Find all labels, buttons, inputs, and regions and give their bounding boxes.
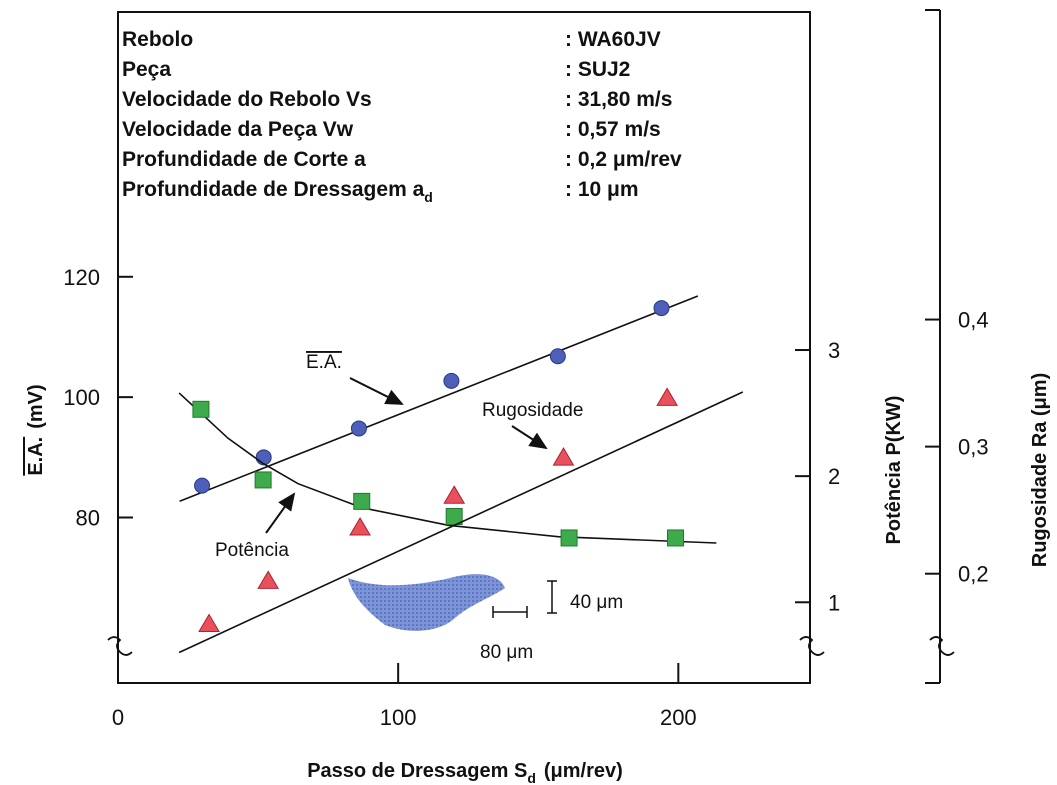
data-point [255, 449, 272, 466]
info-value: : 0,57 m/s [565, 118, 661, 141]
info-label-text: Velocidade do Rebolo Vs [122, 88, 372, 111]
x-tick-label: 100 [380, 705, 417, 730]
info-label-text: Profundidade de Dressagem a [122, 178, 425, 201]
y-axis-label: E.A. (mV) [25, 384, 47, 475]
data-point [192, 400, 210, 418]
data-point [560, 529, 578, 547]
info-label: Profundidade de Dressagem ad [122, 178, 433, 205]
y-tick-label: 80 [76, 506, 100, 531]
x-axis-label-main: Passo de Dressagem S [307, 760, 527, 782]
data-point [257, 570, 280, 589]
data-point [350, 420, 367, 437]
fit-line [178, 391, 744, 654]
series-annotation: E.A. [306, 352, 342, 373]
y-axis-label-main: E.A. [25, 437, 47, 476]
info-label-text: Rebolo [122, 28, 193, 51]
info-label: Rebolo [122, 28, 193, 51]
data-point [549, 348, 566, 365]
x-axis-label-sub: d [527, 770, 536, 785]
data-point [656, 387, 678, 406]
y-tick-label: 0,2 [958, 562, 989, 587]
data-point [194, 477, 211, 494]
data-point [653, 300, 670, 317]
data-point [353, 492, 371, 510]
plot-frame [117, 11, 811, 684]
info-label-text: Velocidade da Peça Vw [122, 118, 354, 141]
axis-breaks [107, 636, 955, 656]
data-point [667, 529, 685, 547]
info-label-text: Peça [122, 58, 171, 81]
data-point [552, 447, 575, 466]
data-point [349, 516, 371, 536]
data-point [198, 613, 220, 633]
series-annotation: Rugosidade [482, 400, 583, 421]
info-label: Profundidade de Corte a [122, 148, 366, 171]
info-value: : WA60JV [565, 28, 661, 51]
info-value: : SUJ2 [565, 58, 630, 81]
x-axis-label: Passo de Dressagem Sd (μm/rev) [307, 760, 623, 785]
y-tick-label: 2 [828, 464, 840, 489]
y-axis-label-unit: (mV) [25, 384, 47, 428]
y-tick-label: 3 [828, 338, 840, 363]
y-tick-label: 1 [828, 590, 840, 615]
y-tick-label: 100 [63, 385, 100, 410]
y-tick-label: 120 [63, 265, 100, 290]
x-axis-label-unit: (μm/rev) [544, 760, 623, 782]
info-label: Velocidade da Peça Vw [122, 118, 354, 141]
x-tick-label: 0 [112, 705, 124, 730]
fit-line [179, 295, 699, 503]
data-point [443, 485, 466, 504]
info-label-text: Profundidade de Corte a [122, 148, 366, 171]
fit-line [178, 392, 717, 544]
annotation-arrows [265, 377, 548, 534]
info-value: : 0,2 μm/rev [565, 148, 682, 171]
x-tick-label: 200 [660, 705, 697, 730]
info-value: : 31,80 m/s [565, 88, 672, 111]
info-label-sub: d [424, 189, 433, 205]
data-point [443, 372, 460, 389]
y3-axis-label: Rugosidade Ra (μm) [1029, 373, 1051, 567]
info-label: Peça [122, 58, 171, 81]
y-tick-label: 0,4 [958, 308, 989, 333]
info-value: : 10 μm [565, 178, 639, 201]
data-point [254, 471, 272, 489]
y-tick-label: 0,3 [958, 435, 989, 460]
y2-axis-label: Potência P(KW) [883, 396, 905, 545]
info-label: Velocidade do Rebolo Vs [122, 88, 372, 111]
series-annotation: Potência [215, 540, 289, 561]
grain-sketch [348, 574, 557, 631]
scale-label: 80 μm [480, 642, 533, 663]
scale-label: 40 μm [570, 592, 623, 613]
